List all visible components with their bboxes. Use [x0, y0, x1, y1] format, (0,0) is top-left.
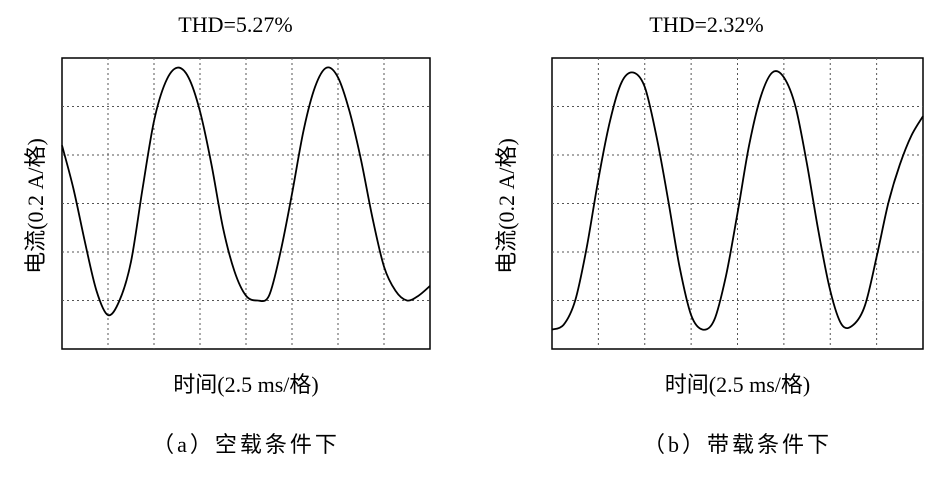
- x-axis-label: 时间(2.5 ms/格): [173, 372, 319, 397]
- chart-title: THD=5.27%: [178, 12, 293, 37]
- chart-title: THD=2.32%: [649, 12, 764, 37]
- y-axis-label: 电流(0.2 A/格): [494, 138, 519, 274]
- current-waveform-line: [61, 66, 431, 317]
- current-waveform-line: [551, 70, 924, 331]
- figure-caption: （b）带载条件下: [642, 432, 832, 457]
- y-axis-label: 电流(0.2 A/格): [23, 138, 48, 274]
- panel-a: THD=5.27% 电流(0.2 A/格) 时间(2.5 ms/格) （a）空载…: [23, 12, 431, 457]
- panel-b: THD=2.32% 电流(0.2 A/格) 时间(2.5 ms/格) （b）带载…: [471, 0, 942, 478]
- oscilloscope-plot: [551, 57, 924, 350]
- figure-caption: （a）空载条件下: [152, 432, 340, 457]
- oscilloscope-plot: [61, 57, 431, 350]
- x-axis-label: 时间(2.5 ms/格): [664, 372, 811, 397]
